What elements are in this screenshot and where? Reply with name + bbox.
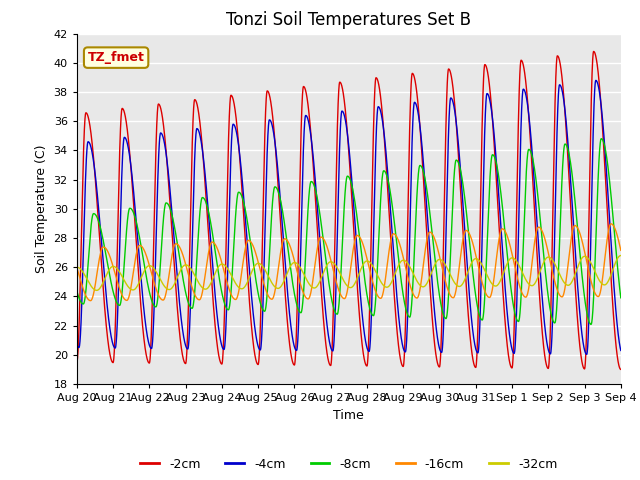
-8cm	[598, 136, 605, 142]
-32cm	[402, 258, 410, 264]
-16cm	[189, 288, 197, 294]
-32cm	[73, 264, 81, 270]
-8cm	[412, 229, 419, 235]
-8cm	[565, 152, 573, 157]
Line: -2cm: -2cm	[77, 51, 621, 370]
-2cm	[225, 131, 232, 136]
Y-axis label: Soil Temperature (C): Soil Temperature (C)	[35, 144, 48, 273]
-8cm	[617, 295, 625, 300]
-32cm	[617, 252, 625, 258]
-32cm	[565, 282, 573, 288]
-16cm	[225, 286, 233, 291]
-2cm	[617, 366, 625, 372]
Line: -4cm: -4cm	[77, 81, 621, 354]
-4cm	[189, 198, 197, 204]
-16cm	[402, 265, 410, 271]
Line: -8cm: -8cm	[77, 139, 621, 324]
-2cm	[73, 359, 81, 365]
-16cm	[565, 251, 573, 257]
-16cm	[86, 298, 94, 303]
-16cm	[73, 264, 81, 270]
-2cm	[412, 79, 419, 84]
Line: -32cm: -32cm	[77, 255, 621, 290]
-4cm	[73, 341, 81, 347]
-32cm	[617, 252, 625, 258]
-16cm	[412, 294, 419, 300]
-32cm	[189, 270, 197, 276]
-4cm	[583, 351, 591, 357]
-32cm	[93, 288, 100, 293]
-4cm	[592, 78, 600, 84]
-32cm	[412, 275, 419, 281]
-2cm	[402, 312, 410, 318]
-8cm	[402, 305, 410, 311]
-4cm	[412, 100, 419, 106]
-2cm	[589, 48, 597, 54]
-2cm	[189, 111, 197, 117]
-8cm	[73, 288, 81, 294]
-16cm	[617, 247, 625, 252]
Legend: -2cm, -4cm, -8cm, -16cm, -32cm: -2cm, -4cm, -8cm, -16cm, -32cm	[135, 453, 563, 476]
Title: Tonzi Soil Temperatures Set B: Tonzi Soil Temperatures Set B	[227, 11, 471, 29]
-4cm	[565, 156, 573, 161]
-8cm	[189, 302, 197, 308]
-8cm	[617, 294, 625, 300]
-4cm	[402, 348, 410, 354]
-16cm	[617, 247, 625, 253]
Text: TZ_fmet: TZ_fmet	[88, 51, 145, 64]
-8cm	[225, 307, 232, 312]
Line: -16cm: -16cm	[77, 224, 621, 300]
X-axis label: Time: Time	[333, 408, 364, 421]
-4cm	[617, 347, 625, 353]
-4cm	[617, 348, 625, 353]
-8cm	[587, 322, 595, 327]
-32cm	[225, 268, 233, 274]
-16cm	[607, 221, 615, 227]
-2cm	[565, 176, 573, 181]
-2cm	[617, 367, 625, 372]
-4cm	[225, 229, 232, 235]
